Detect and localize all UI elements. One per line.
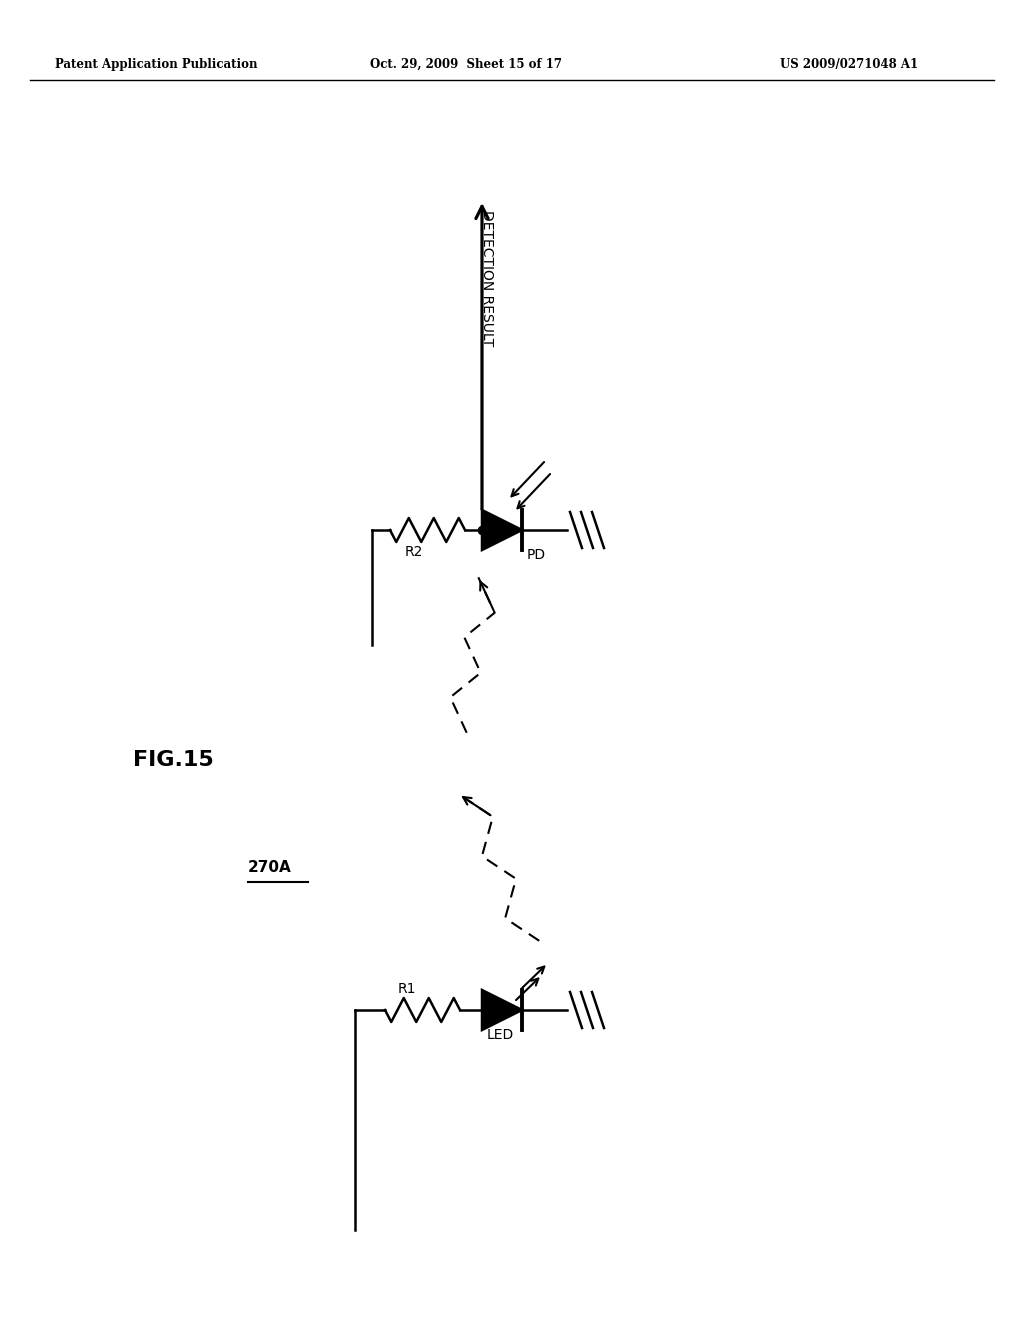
Polygon shape [482,510,522,550]
Text: US 2009/0271048 A1: US 2009/0271048 A1 [780,58,919,71]
Text: R1: R1 [398,982,417,997]
Text: 270A: 270A [248,861,292,875]
Text: Oct. 29, 2009  Sheet 15 of 17: Oct. 29, 2009 Sheet 15 of 17 [370,58,562,71]
Text: LED: LED [487,1028,514,1041]
Polygon shape [482,990,522,1030]
Text: DETECTION RESULT: DETECTION RESULT [480,210,494,346]
Text: Patent Application Publication: Patent Application Publication [55,58,257,71]
Text: R2: R2 [406,545,423,558]
Text: FIG.15: FIG.15 [133,750,214,770]
Text: PD: PD [527,548,546,562]
